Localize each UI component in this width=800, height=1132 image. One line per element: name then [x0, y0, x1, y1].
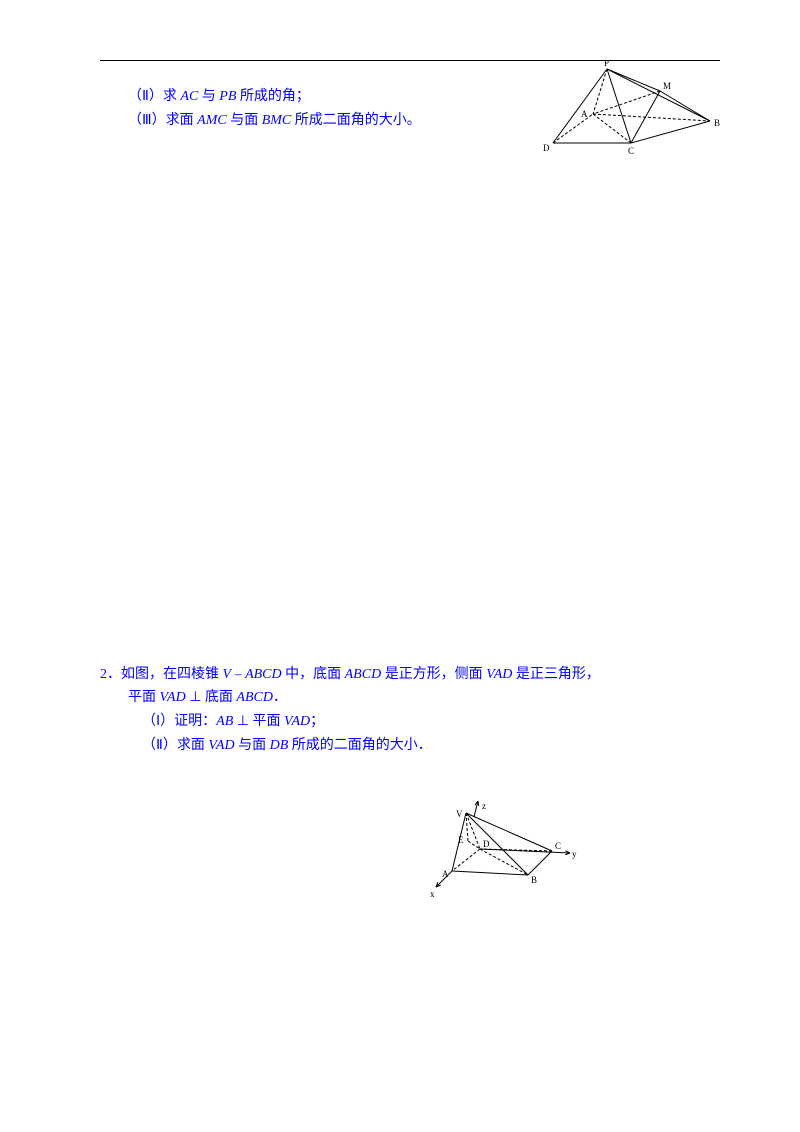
text: 是正方形，侧面	[381, 667, 486, 682]
p2-line-3: （Ⅰ）证明：AB ⊥ 平面 VAD；	[100, 710, 720, 734]
var-BMC: BMC	[262, 113, 292, 128]
p2-line-1: 2．如图，在四棱锥 V – ABCD 中，底面 ABCD 是正方形，侧面 VAD…	[100, 663, 720, 687]
text: –	[231, 667, 245, 682]
svg-text:D: D	[543, 143, 550, 153]
var-ABCD: ABCD	[245, 667, 282, 682]
figure-2-pyramid-axes: Vz E D A B Cy x	[420, 801, 585, 901]
text: 中，底面	[282, 667, 345, 682]
text: ⊥ 底面	[186, 690, 237, 705]
p2-line-2: 平面 VAD ⊥ 底面 ABCD．	[100, 686, 720, 710]
svg-text:B: B	[531, 875, 537, 885]
svg-text:C: C	[628, 146, 634, 156]
svg-text:z: z	[482, 801, 486, 811]
var-VAD2: VAD	[160, 690, 186, 705]
text: 平面	[128, 690, 160, 705]
svg-text:x: x	[430, 889, 435, 899]
svg-text:y: y	[572, 849, 577, 859]
var-AMC: AMC	[197, 113, 227, 128]
svg-text:A: A	[442, 869, 449, 879]
text: ⊥ 平面	[233, 714, 284, 729]
text: 所成二面角的大小。	[291, 113, 421, 128]
page-frame: （Ⅱ）求 AC 与 PB 所成的角； （Ⅲ）求面 AMC 与面 BMC 所成二面…	[100, 60, 720, 1072]
svg-text:A: A	[581, 109, 588, 119]
text: 所成的二面角的大小．	[288, 738, 432, 753]
text: （Ⅱ）求面	[142, 738, 208, 753]
text: 与面	[227, 113, 262, 128]
svg-text:D: D	[483, 839, 490, 849]
svg-text:V: V	[456, 809, 463, 819]
var-ABCD2: ABCD	[345, 667, 382, 682]
text: ．	[273, 690, 287, 705]
var-VAD: VAD	[486, 667, 512, 682]
svg-text:E: E	[458, 835, 464, 845]
vertical-gap	[100, 133, 720, 663]
p2-line-4: （Ⅱ）求面 VAD 与面 DB 所成的二面角的大小．	[100, 734, 720, 758]
var-DB: DB	[270, 738, 289, 753]
svg-text:C: C	[555, 841, 561, 851]
svg-text:M: M	[663, 81, 671, 91]
text: （Ⅰ）证明：	[142, 714, 216, 729]
svg-text:B: B	[714, 118, 720, 128]
text: 与	[198, 89, 219, 104]
var-PB: PB	[219, 89, 236, 104]
var-V: V	[223, 667, 232, 682]
text: 是正三角形，	[512, 667, 600, 682]
var-ABCD3: ABCD	[236, 690, 273, 705]
text: （Ⅱ）求	[128, 89, 180, 104]
text: 2．如图，在四棱锥	[100, 667, 223, 682]
var-AC: AC	[180, 89, 198, 104]
var-AB: AB	[216, 714, 233, 729]
text: 所成的角；	[236, 89, 310, 104]
var-VAD4: VAD	[208, 738, 234, 753]
text: （Ⅲ）求面	[128, 113, 197, 128]
text: ；	[310, 714, 324, 729]
svg-text:P: P	[604, 61, 609, 68]
text: 与面	[235, 738, 270, 753]
figure-1-pyramid: P M A B C D	[535, 61, 730, 161]
var-VAD3: VAD	[284, 714, 310, 729]
